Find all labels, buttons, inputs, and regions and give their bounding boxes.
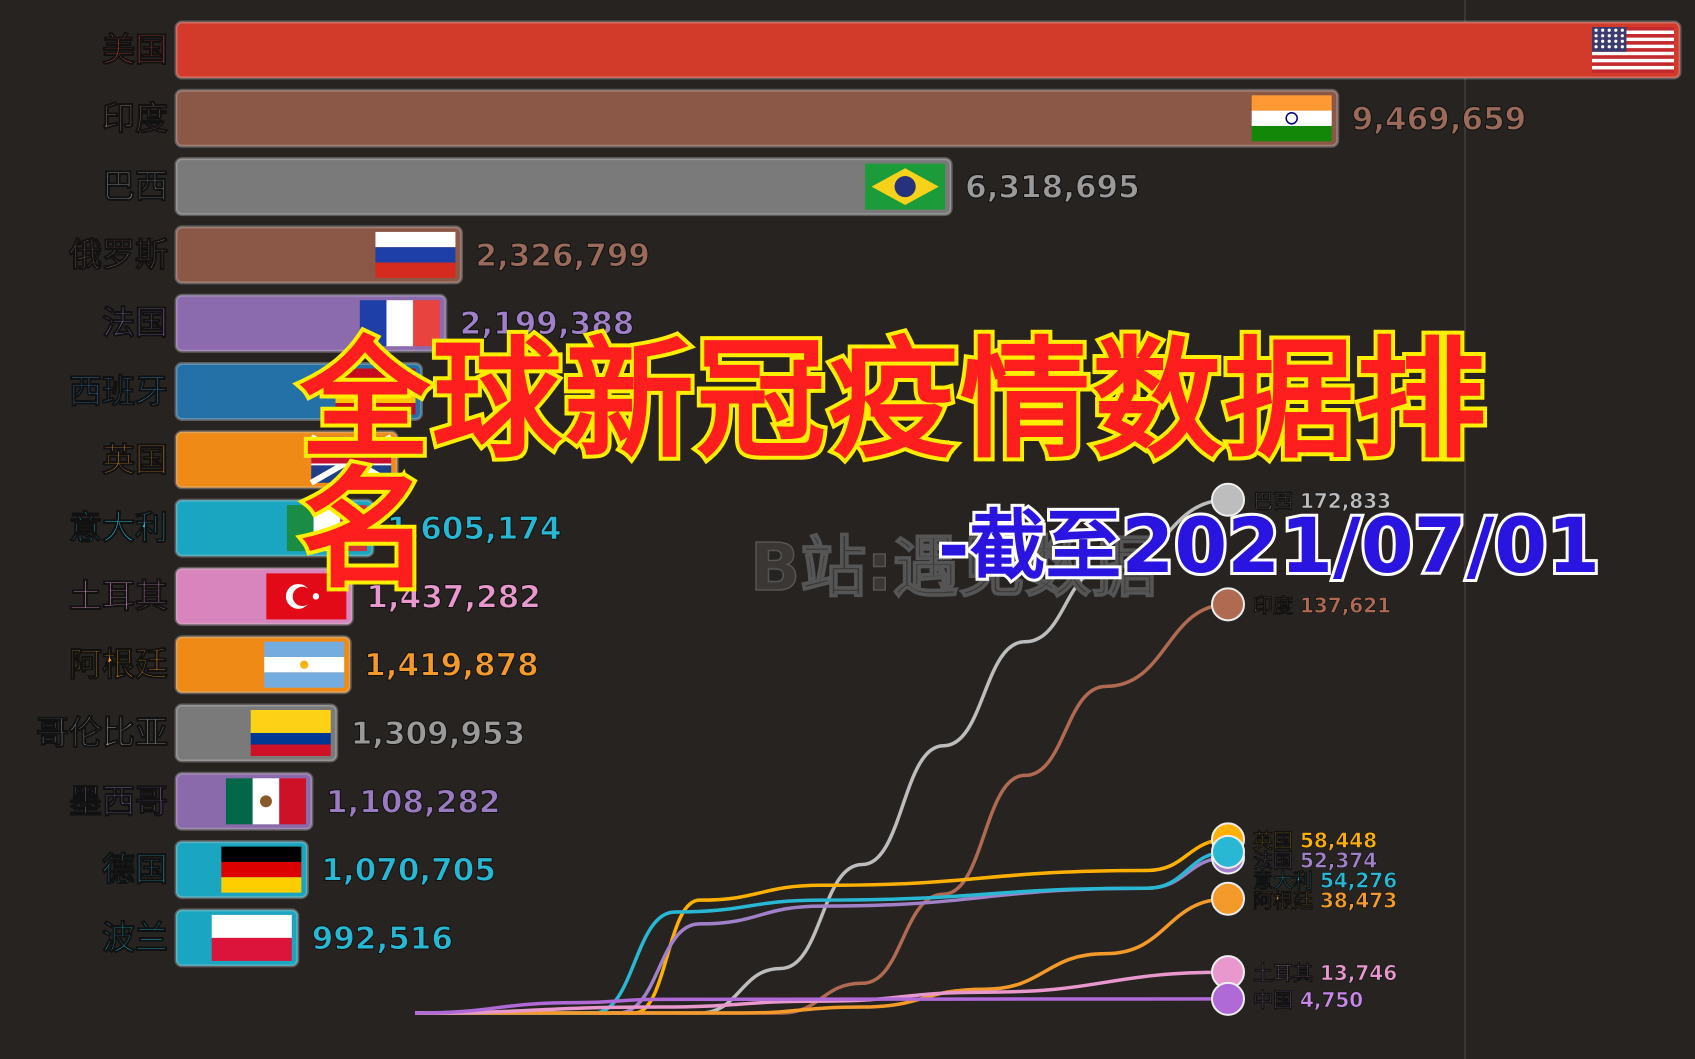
series-end-marker [1211, 834, 1245, 869]
russia-flag-icon [375, 231, 456, 278]
bar-row: 西班牙 [69, 362, 424, 421]
bar-row: 巴西 6,318,695 [102, 157, 1140, 217]
watermark-text: B站:遇见数据 [750, 529, 1157, 606]
spain-flag-icon [335, 368, 416, 415]
bar-category-label: 俄罗斯 [68, 235, 168, 274]
bar-category-label: 巴西 [102, 167, 168, 206]
series-line [415, 850, 1229, 1015]
series-end-label: 英国 58,448 [1253, 828, 1377, 852]
bar-value-label: 1,108,282 [326, 784, 501, 820]
bar [174, 88, 1340, 148]
series-end-label: 法国 52,374 [1253, 848, 1377, 872]
series-end-marker [1211, 587, 1245, 622]
series-line [414, 997, 1229, 1015]
bar-category-label: 墨西哥 [69, 781, 168, 820]
bar-value-label: 1,419,878 [364, 648, 539, 684]
series-end-label: 印度 137,621 [1253, 593, 1391, 617]
brazil-flag-icon [865, 163, 946, 210]
bar-value-label: 1,605,174 [387, 511, 562, 547]
bar-row: 墨西哥 1,108,282 [69, 771, 501, 831]
bar [174, 20, 1682, 80]
uk-flag-icon [309, 434, 393, 486]
series-end-label: 巴西 172,833 [1253, 489, 1391, 513]
bar-row: 美国 [102, 20, 1682, 80]
series-end-marker [1211, 981, 1245, 1016]
bar-category-label: 印度 [102, 98, 168, 137]
bar-value-label: 2,199,388 [460, 306, 635, 342]
bar-category-label: 土耳其 [69, 576, 168, 615]
us-flag-icon [1592, 27, 1674, 73]
bar-row: 意大利 1,605,174 [69, 498, 562, 558]
bar-value-label: 2,326,799 [475, 238, 650, 274]
turkey-flag-icon [266, 573, 347, 620]
italy-flag-icon [286, 505, 367, 552]
bar-category-label: 法国 [102, 303, 168, 342]
bar-row: 哥伦比亚 1,309,953 [36, 703, 526, 763]
bar-category-label: 波兰 [102, 918, 168, 957]
series-line [414, 970, 1229, 1015]
bar-row: 阿根廷 1,419,878 [69, 635, 539, 695]
overlay-title: 全球新冠疫情数据排名 [296, 324, 1490, 606]
argentina-flag-icon [264, 641, 345, 688]
bar-category-label: 意大利 [69, 508, 168, 547]
bar-category-label: 西班牙 [69, 372, 168, 411]
bar-row: 波兰 992,516 [102, 908, 453, 968]
series-end-marker [1211, 482, 1245, 517]
bar-row: 德国 1,070,705 [102, 840, 496, 900]
bar-row: 法国 2,199,388 [102, 293, 635, 353]
series-line [415, 855, 1229, 1015]
bar-value-label: 6,318,695 [965, 170, 1140, 206]
bar-value-label: 1,437,282 [366, 579, 541, 615]
series-line [415, 897, 1229, 1015]
poland-flag-icon [211, 914, 292, 961]
bar-value-label: 992,516 [312, 921, 453, 957]
bar-category-label: 德国 [102, 850, 168, 889]
bar-value-label: 1,070,705 [321, 853, 496, 889]
germany-flag-icon [221, 846, 302, 893]
series-end-label: 意大利 54,276 [1253, 868, 1397, 892]
bar-value-label: 1,309,953 [351, 716, 526, 752]
bar-category-label: 哥伦比亚 [36, 713, 168, 752]
colombia-flag-icon [250, 710, 331, 756]
bar-category-label: 阿根廷 [69, 645, 168, 684]
series-end-label: 阿根廷 38,473 [1253, 888, 1397, 912]
series-end-label: 中国 4,750 [1253, 988, 1363, 1012]
bar-value-label: 9,469,659 [1352, 101, 1527, 137]
overlay-subtitle: -截至2021/07/01 [935, 501, 1603, 590]
bar [174, 157, 953, 217]
series-end-marker [1211, 881, 1245, 916]
bar-row: 俄罗斯 2,326,799 [68, 225, 650, 285]
france-flag-icon [359, 300, 440, 347]
bar-row: 土耳其 1,437,282 [69, 566, 541, 626]
series-line [415, 837, 1229, 1015]
series-end-label: 土耳其 13,746 [1253, 961, 1397, 985]
bar-row: 印度 9,469,659 [102, 88, 1527, 148]
mexico-flag-icon [225, 778, 306, 825]
bar-category-label: 英国 [102, 440, 168, 479]
india-flag-icon [1251, 95, 1332, 142]
bar-category-label: 美国 [102, 30, 168, 69]
bar-row: 英国 [102, 430, 399, 490]
